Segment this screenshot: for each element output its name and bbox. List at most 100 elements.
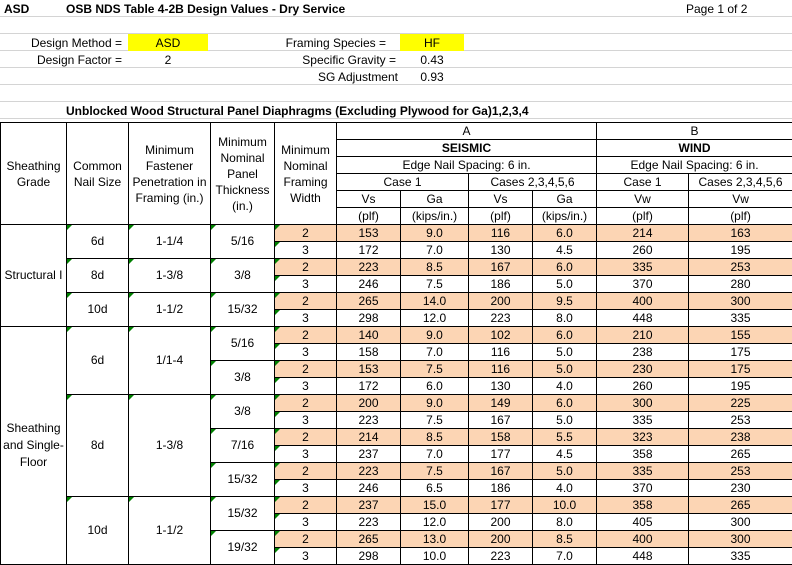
vw-case1-cell: 370 (596, 479, 690, 497)
sg-adjustment-value: 0.93 (420, 70, 444, 84)
wind-edge-nail-spacing: Edge Nail Spacing: 6 in. (596, 156, 792, 174)
panel-thickness-cell: 5/16 (210, 224, 275, 259)
vs-case1-cell: 246 (336, 479, 401, 497)
ga-cases2-6-cell: 6.0 (531, 224, 598, 242)
framing-species-highlight (400, 34, 464, 51)
ga-case1-cell: 12.0 (400, 309, 469, 327)
nail-size-cell: 6d (66, 224, 129, 259)
fastener-penetration-cell: 1/1-4 (128, 326, 211, 395)
vs-cases2-6-cell: 200 (468, 530, 533, 548)
vw-cases2-6-cell: 335 (688, 309, 792, 327)
vs-case1-cell: 223 (336, 462, 401, 480)
vs-case1-cell: 153 (336, 360, 401, 378)
table-row: 3 172 7.0 130 4.5 260 195 (1, 241, 792, 259)
specific-gravity-value: 0.43 (420, 53, 444, 67)
vw-case1-cell: 370 (596, 275, 690, 293)
ga-cases2-6-cell: 6.0 (531, 394, 598, 412)
ga-cases2-6-cell: 8.0 (531, 309, 598, 327)
vs-case1-cell: 200 (336, 394, 401, 412)
framing-width-cell: 2 (274, 258, 337, 276)
design-method-value[interactable]: ASD (155, 36, 181, 50)
ga-case1-cell: 15.0 (400, 496, 469, 514)
vs1-unit: (plf) (336, 207, 401, 225)
seismic-edge-nail-spacing: Edge Nail Spacing: 6 in. (335, 156, 598, 174)
ga-case1-cell: 12.0 (400, 513, 469, 531)
vw-cases2-6-cell: 230 (688, 479, 792, 497)
vs1-header: Vs (336, 190, 401, 208)
seismic-cases2-6: Cases 2,3,4,5,6 (467, 173, 598, 191)
design-factor-value[interactable]: 2 (164, 53, 172, 67)
ga-case1-cell: 8.5 (400, 428, 469, 446)
ga-cases2-6-cell: 10.0 (531, 496, 598, 514)
ga-case1-cell: 8.5 (400, 258, 469, 276)
framing-width-cell: 2 (274, 326, 337, 344)
vw-case1-cell: 323 (596, 428, 690, 446)
table-row: 3 298 10.0 223 7.0 448 335 (1, 547, 792, 565)
vw-case1-cell: 335 (596, 411, 690, 429)
ga-cases2-6-cell: 5.0 (531, 360, 598, 378)
ga-cases2-6-cell: 9.5 (531, 292, 598, 310)
framing-species-value[interactable]: HF (424, 36, 440, 50)
ga-case1-cell: 6.5 (400, 479, 469, 497)
panel-thickness-cell: 3/8 (210, 360, 275, 395)
vs-cases2-6-cell: 116 (468, 224, 533, 242)
table-row: 3/8 2 153 7.5 116 5.0 230 175 (1, 360, 792, 395)
panel-thickness-cell: 19/32 (210, 530, 275, 565)
framing-width-cell: 2 (274, 530, 337, 548)
framing-width-cell: 3 (274, 411, 337, 429)
ga-cases2-6-cell: 8.0 (531, 513, 598, 531)
ga-case1-cell: 7.0 (400, 241, 469, 259)
framing-width-cell: 3 (274, 377, 337, 395)
vs-case1-cell: 223 (336, 411, 401, 429)
sg-adjustment-label: SG Adjustment (317, 70, 398, 84)
vw2-header: Vw (688, 190, 792, 208)
vs-cases2-6-cell: 177 (468, 445, 533, 463)
framing-width-cell: 3 (274, 445, 337, 463)
ga2-unit: (kips/in.) (531, 207, 598, 225)
panel-thickness-cell: 3/8 (210, 258, 275, 293)
vw-cases2-6-cell: 300 (688, 513, 792, 531)
table-row: 8d 1-3/8 3/8 2 223 8.5 167 6.0 335 253 (1, 258, 792, 293)
design-method-label: Design Method = (30, 36, 122, 50)
vs-cases2-6-cell: 167 (468, 258, 533, 276)
vs-case1-cell: 265 (336, 292, 401, 310)
vs-cases2-6-cell: 223 (468, 547, 533, 565)
vw-case1-cell: 214 (596, 224, 690, 242)
vw-case1-cell: 400 (596, 530, 690, 548)
vw-cases2-6-cell: 195 (688, 241, 792, 259)
framing-width-cell: 2 (274, 224, 337, 242)
ga-cases2-6-cell: 4.0 (531, 377, 598, 395)
table-row: 19/32 2 265 13.0 200 8.5 400 300 (1, 530, 792, 565)
ga-case1-cell: 14.0 (400, 292, 469, 310)
framing-width-cell: 2 (274, 292, 337, 310)
table-row: 10d 1-1/2 15/32 2 265 14.0 200 9.5 400 300 (1, 292, 792, 327)
vs-cases2-6-cell: 200 (468, 292, 533, 310)
table-row: Structural I 6d 1-1/4 5/16 2 153 9.0 116 6.0 214 1… (0, 224, 792, 327)
ga-cases2-6-cell: 5.5 (531, 428, 598, 446)
vw-case1-cell: 260 (596, 377, 690, 395)
table-row: 7/16 2 214 8.5 158 5.5 323 238 (1, 428, 792, 463)
vw-case1-cell: 300 (596, 394, 690, 412)
fastener-penetration-cell: 1-1/4 (128, 224, 211, 259)
vw-case1-cell: 335 (596, 258, 690, 276)
vw-case1-cell: 210 (596, 326, 690, 344)
table-title: Unblocked Wood Structural Panel Diaphrag… (66, 104, 529, 118)
vw1-unit: (plf) (596, 207, 690, 225)
header-code: ASD (4, 2, 30, 16)
vw-case1-cell: 405 (596, 513, 690, 531)
ga-case1-cell: 7.5 (400, 360, 469, 378)
vw-cases2-6-cell: 175 (688, 343, 792, 361)
ga-case1-cell: 9.0 (400, 326, 469, 344)
fastener-penetration-cell: 1-1/2 (128, 496, 211, 565)
ga-cases2-6-cell: 4.5 (531, 445, 598, 463)
ga-case1-cell: 7.0 (400, 445, 469, 463)
col-sheathing-grade: Sheathing Grade (0, 122, 67, 225)
panel-thickness-cell: 3/8 (210, 394, 275, 429)
vw-cases2-6-cell: 225 (688, 394, 792, 412)
vw-cases2-6-cell: 265 (688, 445, 792, 463)
vw-cases2-6-cell: 163 (688, 224, 792, 242)
col-common-nail-size: Common Nail Size (66, 122, 129, 225)
framing-width-cell: 2 (274, 360, 337, 378)
vw-case1-cell: 358 (596, 496, 690, 514)
wind-header: WIND (596, 139, 792, 157)
